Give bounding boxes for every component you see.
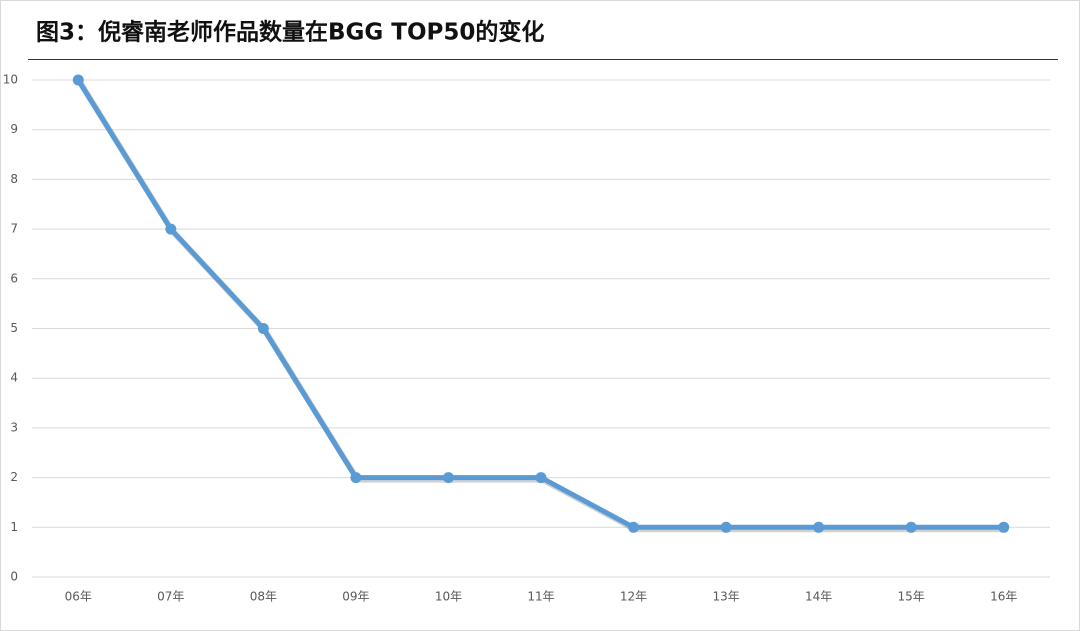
point: [72, 74, 84, 86]
y-tick-label: 1: [10, 520, 18, 534]
y-tick-label: 5: [10, 321, 18, 335]
x-tick-label: 08年: [250, 590, 277, 604]
x-tick-label: 07年: [157, 590, 184, 604]
y-tick-label: 2: [10, 470, 18, 484]
point: [257, 323, 269, 334]
y-tick-label: 0: [10, 570, 18, 584]
x-tick-label: 06年: [65, 590, 92, 604]
x-tick-label: 13年: [712, 590, 739, 604]
y-tick-label: 6: [10, 271, 18, 285]
x-tick-label: 14年: [805, 590, 832, 604]
y-tick-label: 8: [10, 172, 18, 186]
y-tick-label: 10: [3, 73, 18, 87]
chart-title: 图3：倪睿南老师作品数量在BGG TOP50的变化: [36, 19, 544, 46]
point: [813, 521, 825, 533]
point: [905, 521, 917, 533]
point: [998, 521, 1010, 533]
point: [535, 472, 547, 484]
point: [165, 223, 177, 235]
y-tick-label: 3: [10, 420, 18, 434]
y-tick-label: 7: [10, 222, 18, 236]
point: [628, 521, 640, 533]
x-tick-label: 10年: [435, 590, 462, 604]
x-tick-label: 11年: [527, 590, 554, 604]
y-tick-label: 9: [10, 122, 18, 136]
point: [350, 472, 362, 484]
x-tick-label: 12年: [620, 590, 647, 604]
x-tick-label: 09年: [342, 590, 369, 604]
y-tick-label: 4: [10, 371, 18, 385]
point: [442, 472, 454, 484]
point: [720, 521, 732, 533]
x-tick-label: 15年: [898, 590, 925, 604]
x-tick-label: 16年: [990, 590, 1017, 604]
